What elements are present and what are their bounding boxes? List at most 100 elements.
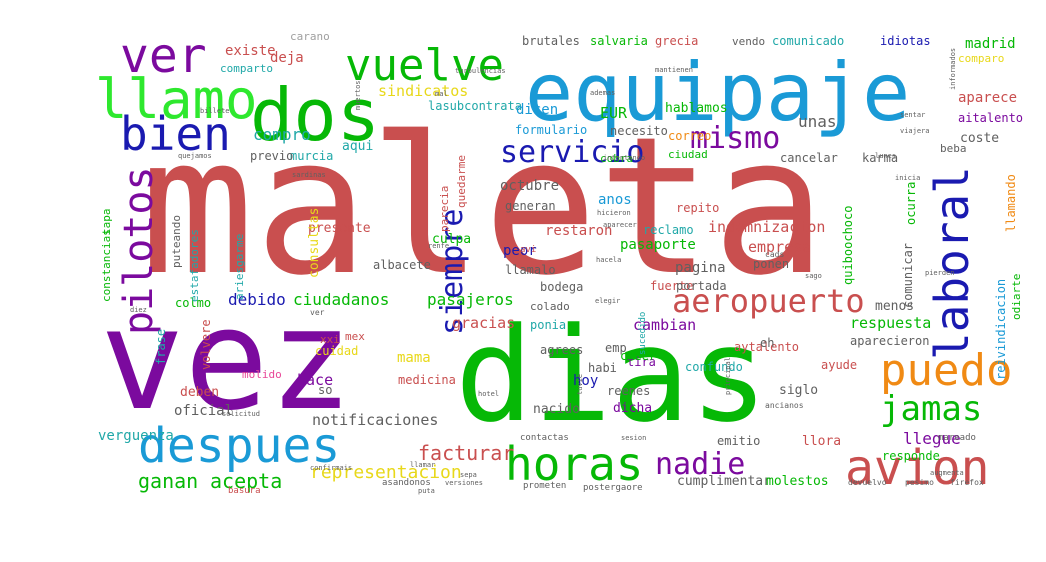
word-175: diez xyxy=(130,306,147,314)
word-63: repito xyxy=(676,201,719,215)
word-72: fuerte xyxy=(650,279,693,293)
word-144: mareado xyxy=(938,433,976,443)
word-131: estafadores xyxy=(188,229,201,302)
word-166: cads xyxy=(765,250,784,259)
word-53: generan xyxy=(505,199,556,213)
word-4: dos xyxy=(250,73,380,157)
word-181: renfe xyxy=(428,242,449,250)
word-106: emp xyxy=(605,341,627,355)
word-96: responde xyxy=(882,449,940,463)
word-154: informados xyxy=(949,48,957,90)
word-173: principal xyxy=(724,357,732,395)
word-136: contactas xyxy=(520,433,569,443)
word-87: hoy xyxy=(573,373,598,389)
word-13: laboral xyxy=(925,166,979,360)
word-83: respuesta xyxy=(850,314,931,332)
word-15: pilotos xyxy=(116,166,162,335)
word-99: oficial xyxy=(174,403,233,419)
word-95: llora xyxy=(802,434,841,449)
word-115: molido xyxy=(242,368,282,381)
word-174: augmenta xyxy=(930,469,964,477)
word-67: pagina xyxy=(675,260,726,276)
word-62: anos xyxy=(598,192,632,208)
word-98: verguenza xyxy=(98,428,174,444)
word-17: mismo xyxy=(690,121,780,156)
word-113: mex xyxy=(345,330,365,343)
word-40: hablamos xyxy=(665,101,728,116)
word-142: pesimo xyxy=(905,478,934,487)
word-128: odiarte xyxy=(1010,274,1023,320)
word-42: aitalento xyxy=(958,111,1023,125)
word-153: viajera xyxy=(900,127,930,135)
word-28: carano xyxy=(290,30,330,43)
word-146: solicitud xyxy=(222,410,260,418)
word-158: mantienen xyxy=(655,66,693,74)
word-9: despues xyxy=(138,418,340,474)
word-167: lunes xyxy=(875,152,896,160)
word-97: siglo xyxy=(779,383,818,398)
word-20: nadie xyxy=(655,447,745,482)
word-156: sago xyxy=(805,272,822,280)
word-139: prometen xyxy=(523,481,566,491)
word-55: ciudad xyxy=(668,148,708,161)
word-35: madrid xyxy=(965,36,1016,52)
word-32: vendo xyxy=(732,35,765,48)
word-54: cobra xyxy=(600,152,633,165)
word-7: vuelve xyxy=(345,40,504,91)
word-123: ponen xyxy=(753,257,789,271)
word-88: confundo xyxy=(685,360,743,374)
word-44: unas xyxy=(798,112,837,131)
word-34: idiotas xyxy=(880,34,931,48)
word-81: gracias xyxy=(452,314,515,332)
word-33: comunicado xyxy=(772,34,844,48)
word-134: quedarme xyxy=(455,155,468,208)
word-120: aparecieron xyxy=(850,334,929,348)
word-148: sesion xyxy=(621,434,646,442)
word-104: habi xyxy=(588,361,617,375)
word-135: parecia xyxy=(438,186,451,232)
word-91: notificaciones xyxy=(312,411,438,429)
word-110: cuidad xyxy=(315,344,358,358)
word-11: avion xyxy=(845,440,990,496)
word-12: puedo xyxy=(880,345,1012,396)
word-117: ponia xyxy=(530,318,566,332)
word-66: pasaporte xyxy=(620,237,696,253)
word-119: aytalento xyxy=(734,340,799,354)
word-137: basura xyxy=(228,486,261,496)
word-116: so xyxy=(318,383,332,397)
word-145: ancianos xyxy=(765,401,804,410)
word-78: pasajeros xyxy=(427,290,514,309)
word-149: llamar xyxy=(410,461,435,469)
word-61: empresa xyxy=(748,238,811,256)
word-102: dicha xyxy=(613,401,652,416)
word-52: octubre xyxy=(500,178,559,194)
word-19: siempre xyxy=(435,209,470,335)
word-77: ciudadanos xyxy=(293,290,389,309)
word-14: aeropuerto xyxy=(672,282,865,320)
word-155: pierden xyxy=(925,269,955,277)
word-60: indemnizacion xyxy=(708,218,825,236)
word-147: hotel xyxy=(478,390,499,398)
word-124: quiboochoco xyxy=(841,206,855,285)
word-30: salvaria xyxy=(590,34,648,48)
word-141: devuelvo xyxy=(848,478,887,487)
word-129: constancias xyxy=(100,229,113,302)
word-71: llamalo xyxy=(505,263,556,277)
word-101: nacido xyxy=(533,402,580,417)
word-36: comparo xyxy=(958,52,1004,65)
word-82: cambian xyxy=(633,316,696,334)
word-152: billete xyxy=(200,107,230,115)
word-143: firefox xyxy=(950,478,984,487)
word-93: molestos xyxy=(766,474,829,489)
word-140: postergaore xyxy=(583,483,643,493)
word-73: portada xyxy=(676,279,727,293)
word-182: ver xyxy=(310,308,325,317)
word-49: aqui xyxy=(342,139,373,154)
word-3: equipaje xyxy=(525,46,910,139)
word-46: formulario xyxy=(515,123,587,137)
word-86: mama xyxy=(397,350,431,366)
word-1: vez xyxy=(100,279,353,442)
word-5: llamo xyxy=(95,68,258,131)
word-2: dias xyxy=(455,299,768,451)
